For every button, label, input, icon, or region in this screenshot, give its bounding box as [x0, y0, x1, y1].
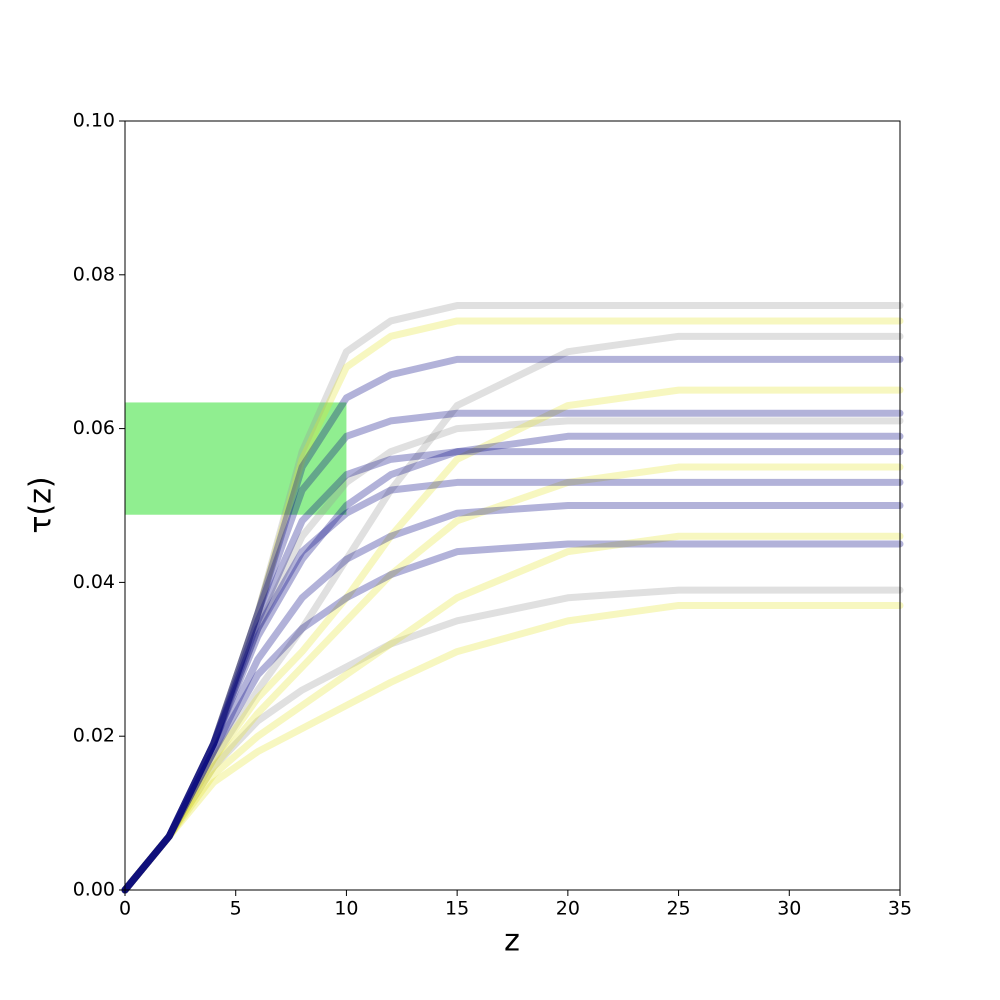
tau-curve — [121, 448, 904, 894]
tau-curve — [121, 463, 904, 894]
y-tick-label: 0.08 — [73, 263, 115, 285]
x-tick-label: 15 — [445, 898, 469, 920]
y-tick-label: 0.06 — [73, 417, 115, 439]
tau-curve — [121, 586, 904, 894]
y-tick-label: 0.04 — [73, 571, 115, 593]
tau-curve — [121, 386, 904, 894]
x-tick-label: 25 — [666, 898, 690, 920]
tau-curve — [121, 502, 904, 894]
tau-curve — [121, 302, 904, 894]
tau-curve — [121, 417, 904, 894]
tau-curve — [121, 532, 904, 894]
x-tick-label: 10 — [334, 898, 358, 920]
x-tick-label: 20 — [556, 898, 580, 920]
x-tick-label: 0 — [119, 898, 131, 920]
y-tick-label: 0.00 — [73, 879, 115, 901]
x-tick-label: 5 — [230, 898, 242, 920]
y-tick-label: 0.10 — [73, 110, 115, 132]
y-axis-label: τ(z) — [24, 476, 59, 533]
axes-frame — [124, 120, 901, 891]
tau-curve — [121, 317, 904, 894]
tau-curve — [121, 332, 904, 894]
tau-curve — [121, 601, 904, 894]
y-tick-label: 0.02 — [73, 725, 115, 747]
tau-curve — [121, 355, 904, 894]
tau-curve — [121, 432, 904, 894]
x-tick-label: 30 — [777, 898, 801, 920]
plot-area — [121, 302, 904, 894]
x-axis-label: z — [504, 924, 520, 959]
x-tick-label: 35 — [888, 898, 912, 920]
tau-curve — [121, 409, 904, 894]
tau-curve — [121, 478, 904, 894]
tau-curve — [121, 540, 904, 894]
constraint-band — [125, 402, 347, 515]
